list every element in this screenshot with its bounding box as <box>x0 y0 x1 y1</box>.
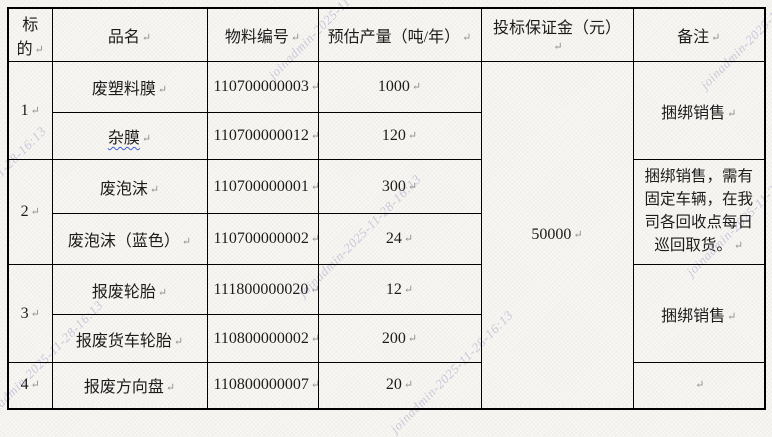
paragraph-mark-icon: ↵ <box>157 84 168 96</box>
paragraph-mark-icon: ↵ <box>141 133 152 145</box>
paragraph-mark-icon: ↵ <box>727 310 737 323</box>
lots-table: 标的 ↵ 品名 ↵ 物料编号 ↵ 预估产量（吨/年） ↵ 投标保证金（元）↵ 备注 ↵ 1… <box>7 7 766 410</box>
quantity-cell: 12 ↵ <box>317 264 482 315</box>
header-product-name: 品名 ↵ <box>51 7 208 62</box>
remark-cell: 捆绑销售，需有固定车辆，在我司各回收点每日巡回取货。 ↵ <box>632 159 766 265</box>
remark-cell: ↵ <box>632 362 766 409</box>
quantity-cell: 24 ↵ <box>317 213 482 265</box>
item-name-cell: 废泡沫（蓝色） ↵ <box>51 213 208 265</box>
paragraph-mark-icon: ↵ <box>173 335 184 348</box>
table-header-row: 标的 ↵ 品名 ↵ 物料编号 ↵ 预估产量（吨/年） ↵ 投标保证金（元）↵ 备注 ↵ <box>7 7 766 62</box>
quantity-cell: 300 ↵ <box>317 159 482 214</box>
material-code-cell: 110700000003↵ <box>206 61 319 113</box>
paragraph-mark-icon: ↵ <box>181 236 192 248</box>
misspelled-word: 杂膜 <box>107 130 140 147</box>
item-name-cell: 废塑料膜 ↵ <box>51 61 208 113</box>
paragraph-mark-icon: ↵ <box>311 379 317 391</box>
paragraph-mark-icon: ↵ <box>711 32 721 44</box>
lot-number-cell: 1 ↵ <box>7 61 53 160</box>
remark-cell: 捆绑销售 ↵ <box>632 61 766 160</box>
header-material-code: 物料编号 ↵ <box>206 7 319 62</box>
paragraph-mark-icon: ↵ <box>733 239 744 252</box>
paragraph-mark-icon: ↵ <box>407 332 418 345</box>
paragraph-mark-icon: ↵ <box>30 307 40 320</box>
quantity-cell: 120 ↵ <box>317 112 482 160</box>
lot-number-cell: 2 ↵ <box>7 159 53 265</box>
paragraph-mark-icon: ↵ <box>30 104 40 117</box>
paragraph-mark-icon: ↵ <box>141 32 152 44</box>
paragraph-mark-icon: ↵ <box>34 44 44 56</box>
table-row: 1↵ 废塑料膜↵ 110700000003↵ 1000↵ 50000↵ 捆绑销售… <box>7 61 766 409</box>
item-name-cell: 报废轮胎 ↵ <box>51 264 208 315</box>
paragraph-mark-icon: ↵ <box>407 130 418 142</box>
item-name-cell: 废泡沫 ↵ <box>51 159 208 214</box>
paragraph-mark-icon: ↵ <box>30 206 40 218</box>
paragraph-mark-icon: ↵ <box>311 233 317 245</box>
paragraph-mark-icon: ↵ <box>310 284 317 296</box>
header-estimated-output: 预估产量（吨/年） ↵ <box>317 7 482 62</box>
paragraph-mark-icon: ↵ <box>311 333 317 345</box>
paragraph-mark-icon: ↵ <box>553 41 563 53</box>
paragraph-mark-icon: ↵ <box>311 181 317 193</box>
paragraph-mark-icon: ↵ <box>462 32 472 44</box>
material-code-cell: 110700000012↵ <box>206 112 319 160</box>
quantity-cell: 20 ↵ <box>317 362 482 409</box>
material-code-cell: 110800000007↵ <box>206 362 319 409</box>
paragraph-mark-icon: ↵ <box>411 81 422 93</box>
quantity-cell: 1000 ↵ <box>317 61 482 113</box>
paragraph-mark-icon: ↵ <box>727 107 737 120</box>
header-bid-deposit: 投标保证金（元）↵ <box>480 7 634 62</box>
material-code-cell: 110700000001↵ <box>206 159 319 214</box>
deposit-cell: 50000 ↵ <box>480 61 634 409</box>
header-remarks: 备注 ↵ <box>632 7 766 62</box>
paragraph-mark-icon: ↵ <box>403 283 414 296</box>
paragraph-mark-icon: ↵ <box>403 233 414 245</box>
item-name-cell: 报废货车轮胎 ↵ <box>51 314 208 363</box>
paragraph-mark-icon: ↵ <box>311 81 317 93</box>
paragraph-mark-icon: ↵ <box>403 379 414 392</box>
paragraph-mark-icon: ↵ <box>695 379 705 392</box>
paragraph-mark-icon: ↵ <box>157 286 168 299</box>
material-code-cell: 111800000020↵ <box>206 264 319 315</box>
item-name-cell: 杂膜 ↵ <box>51 112 208 160</box>
table-row: 2↵ 废泡沫↵ 110700000001↵ 300↵ 捆绑销售，需有固定车辆，在… <box>7 159 766 265</box>
paragraph-mark-icon: ↵ <box>290 32 301 44</box>
table-row: 废泡沫（蓝色）↵ 110700000002↵ 24↵ <box>8 213 765 265</box>
lot-number-cell: 3 ↵ <box>7 264 53 363</box>
paragraph-mark-icon: ↵ <box>165 382 176 395</box>
paragraph-mark-icon: ↵ <box>311 130 317 142</box>
paragraph-mark-icon: ↵ <box>30 379 40 392</box>
table-row: 3↵ 报废轮胎↵ 111800000020↵ 12↵ 捆绑销售↵ <box>7 264 766 363</box>
paragraph-mark-icon: ↵ <box>407 180 418 193</box>
material-code-cell: 110800000002↵ <box>206 314 319 363</box>
paragraph-mark-icon: ↵ <box>573 228 583 241</box>
paragraph-mark-icon: ↵ <box>149 183 160 196</box>
table-row: 4↵ 报废方向盘↵ 110800000007↵ 20↵ ↵ <box>7 362 766 409</box>
quantity-cell: 200 ↵ <box>317 314 482 363</box>
material-code-cell: 110700000002↵ <box>206 213 319 265</box>
header-lot: 标的 ↵ <box>7 7 53 62</box>
lot-number-cell: 4 ↵ <box>7 362 53 409</box>
remark-cell: 捆绑销售 ↵ <box>632 264 766 363</box>
item-name-cell: 报废方向盘 ↵ <box>51 362 208 409</box>
